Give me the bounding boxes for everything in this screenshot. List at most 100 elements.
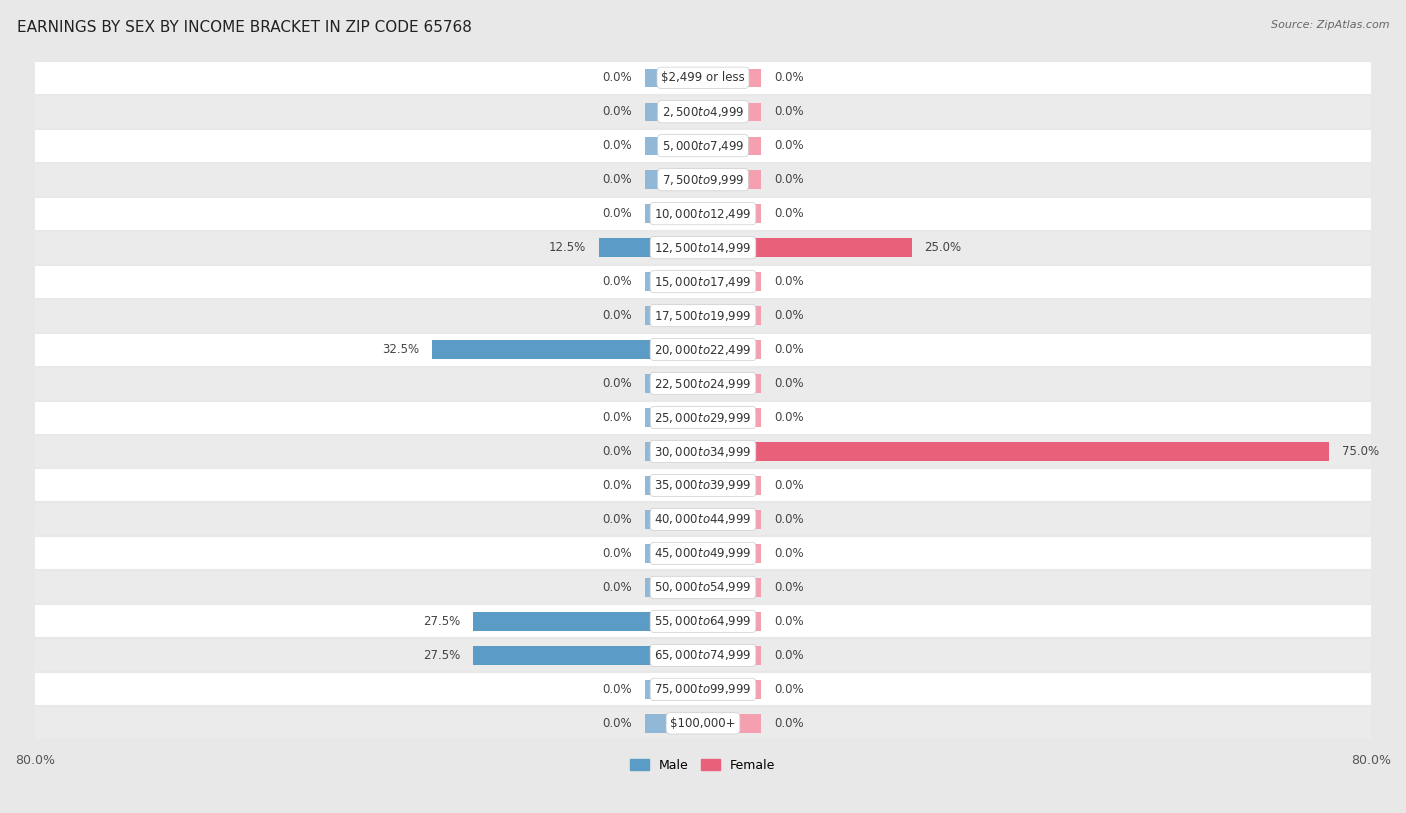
- Text: 0.0%: 0.0%: [602, 72, 633, 85]
- Text: 0.0%: 0.0%: [773, 377, 804, 390]
- Text: 0.0%: 0.0%: [773, 513, 804, 526]
- Bar: [474, 612, 703, 631]
- Bar: [644, 511, 703, 528]
- Text: $17,500 to $19,999: $17,500 to $19,999: [654, 309, 752, 323]
- Bar: [644, 341, 703, 359]
- Bar: [644, 374, 703, 393]
- Bar: [703, 714, 762, 733]
- Text: 0.0%: 0.0%: [773, 683, 804, 696]
- Bar: [644, 238, 703, 257]
- Text: $2,499 or less: $2,499 or less: [661, 72, 745, 85]
- Text: $10,000 to $12,499: $10,000 to $12,499: [654, 207, 752, 220]
- Text: 0.0%: 0.0%: [602, 411, 633, 424]
- Bar: [703, 68, 762, 87]
- FancyBboxPatch shape: [35, 232, 1371, 264]
- Bar: [432, 341, 703, 359]
- FancyBboxPatch shape: [35, 265, 1371, 298]
- Bar: [703, 374, 762, 393]
- Text: EARNINGS BY SEX BY INCOME BRACKET IN ZIP CODE 65768: EARNINGS BY SEX BY INCOME BRACKET IN ZIP…: [17, 20, 472, 35]
- Text: 0.0%: 0.0%: [602, 377, 633, 390]
- Text: 0.0%: 0.0%: [602, 581, 633, 594]
- FancyBboxPatch shape: [35, 62, 1371, 94]
- Bar: [703, 442, 762, 461]
- Bar: [644, 714, 703, 733]
- FancyBboxPatch shape: [35, 163, 1371, 196]
- FancyBboxPatch shape: [35, 333, 1371, 366]
- Text: $12,500 to $14,999: $12,500 to $14,999: [654, 241, 752, 254]
- Text: 0.0%: 0.0%: [602, 479, 633, 492]
- Text: $55,000 to $64,999: $55,000 to $64,999: [654, 615, 752, 628]
- Text: 0.0%: 0.0%: [773, 173, 804, 186]
- FancyBboxPatch shape: [35, 673, 1371, 706]
- FancyBboxPatch shape: [35, 198, 1371, 230]
- Text: 0.0%: 0.0%: [773, 343, 804, 356]
- Bar: [644, 272, 703, 291]
- Text: 12.5%: 12.5%: [548, 241, 586, 254]
- Text: $65,000 to $74,999: $65,000 to $74,999: [654, 649, 752, 663]
- Bar: [703, 612, 762, 631]
- Text: 0.0%: 0.0%: [602, 309, 633, 322]
- Bar: [703, 476, 762, 494]
- Text: $7,500 to $9,999: $7,500 to $9,999: [662, 172, 744, 187]
- Text: 0.0%: 0.0%: [602, 513, 633, 526]
- Text: 0.0%: 0.0%: [602, 275, 633, 288]
- Bar: [703, 102, 762, 121]
- Text: 0.0%: 0.0%: [602, 173, 633, 186]
- Text: 0.0%: 0.0%: [602, 717, 633, 730]
- Bar: [703, 578, 762, 597]
- Text: 32.5%: 32.5%: [382, 343, 419, 356]
- Text: $25,000 to $29,999: $25,000 to $29,999: [654, 411, 752, 424]
- Text: 0.0%: 0.0%: [773, 139, 804, 152]
- Bar: [644, 137, 703, 154]
- FancyBboxPatch shape: [35, 435, 1371, 467]
- Text: 0.0%: 0.0%: [602, 683, 633, 696]
- Text: 0.0%: 0.0%: [773, 615, 804, 628]
- Bar: [644, 102, 703, 121]
- Bar: [703, 511, 762, 528]
- Text: $5,000 to $7,499: $5,000 to $7,499: [662, 139, 744, 153]
- FancyBboxPatch shape: [35, 95, 1371, 128]
- FancyBboxPatch shape: [35, 605, 1371, 637]
- Bar: [644, 307, 703, 324]
- Bar: [644, 68, 703, 87]
- FancyBboxPatch shape: [35, 707, 1371, 740]
- Bar: [644, 476, 703, 494]
- Text: 0.0%: 0.0%: [773, 581, 804, 594]
- Bar: [703, 137, 762, 154]
- Text: 0.0%: 0.0%: [602, 139, 633, 152]
- Text: $2,500 to $4,999: $2,500 to $4,999: [662, 105, 744, 119]
- Text: 0.0%: 0.0%: [773, 479, 804, 492]
- Bar: [703, 171, 762, 189]
- Text: 0.0%: 0.0%: [773, 105, 804, 118]
- Bar: [703, 442, 1329, 461]
- Text: $100,000+: $100,000+: [671, 717, 735, 730]
- Bar: [703, 205, 762, 223]
- Bar: [703, 238, 911, 257]
- Bar: [644, 171, 703, 189]
- FancyBboxPatch shape: [35, 402, 1371, 434]
- Text: Source: ZipAtlas.com: Source: ZipAtlas.com: [1271, 20, 1389, 30]
- Text: 0.0%: 0.0%: [602, 105, 633, 118]
- Text: 25.0%: 25.0%: [924, 241, 962, 254]
- FancyBboxPatch shape: [35, 503, 1371, 536]
- Bar: [644, 408, 703, 427]
- FancyBboxPatch shape: [35, 299, 1371, 332]
- FancyBboxPatch shape: [35, 639, 1371, 672]
- Text: 75.0%: 75.0%: [1341, 445, 1379, 458]
- Text: $15,000 to $17,499: $15,000 to $17,499: [654, 275, 752, 289]
- Text: 0.0%: 0.0%: [773, 547, 804, 560]
- Text: $50,000 to $54,999: $50,000 to $54,999: [654, 580, 752, 594]
- Bar: [703, 408, 762, 427]
- Text: $20,000 to $22,499: $20,000 to $22,499: [654, 342, 752, 357]
- Text: $45,000 to $49,999: $45,000 to $49,999: [654, 546, 752, 560]
- Text: 0.0%: 0.0%: [773, 275, 804, 288]
- Text: 0.0%: 0.0%: [602, 445, 633, 458]
- Legend: Male, Female: Male, Female: [626, 754, 780, 777]
- Bar: [703, 680, 762, 698]
- Text: 0.0%: 0.0%: [773, 72, 804, 85]
- Text: 0.0%: 0.0%: [773, 207, 804, 220]
- Bar: [644, 646, 703, 664]
- FancyBboxPatch shape: [35, 469, 1371, 502]
- Text: 0.0%: 0.0%: [602, 547, 633, 560]
- Bar: [644, 442, 703, 461]
